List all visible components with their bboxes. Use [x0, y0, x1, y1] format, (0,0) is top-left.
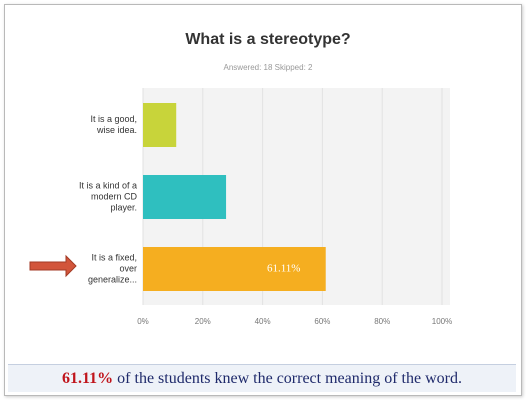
caption-text: of the students knew the correct meaning… [117, 370, 462, 387]
y-tick-label: It is a kind of a modern CD player. [78, 180, 137, 213]
x-tick-label: 0% [137, 317, 149, 326]
value-label: 61.11% [267, 263, 301, 275]
caption: 61.11% of the students knew the correct … [8, 364, 516, 392]
bar [143, 175, 227, 219]
bar [143, 247, 326, 291]
caption-highlight: 61.11% [62, 370, 114, 387]
pointer-arrow [29, 254, 77, 278]
y-tick-label: It is a fixed, over generalize... [87, 252, 137, 285]
chart-title: What is a stereotype? [185, 31, 350, 48]
bar [143, 103, 177, 147]
x-tick-label: 40% [255, 317, 271, 326]
x-tick-label: 60% [314, 317, 330, 326]
x-tick-label: 20% [195, 317, 211, 326]
x-tick-label: 100% [432, 317, 452, 326]
x-tick-label: 80% [374, 317, 390, 326]
y-tick-label: It is a good, wise idea. [90, 114, 137, 135]
chart-subtitle: Answered: 18 Skipped: 2 [224, 63, 313, 72]
slide-frame [4, 4, 522, 396]
